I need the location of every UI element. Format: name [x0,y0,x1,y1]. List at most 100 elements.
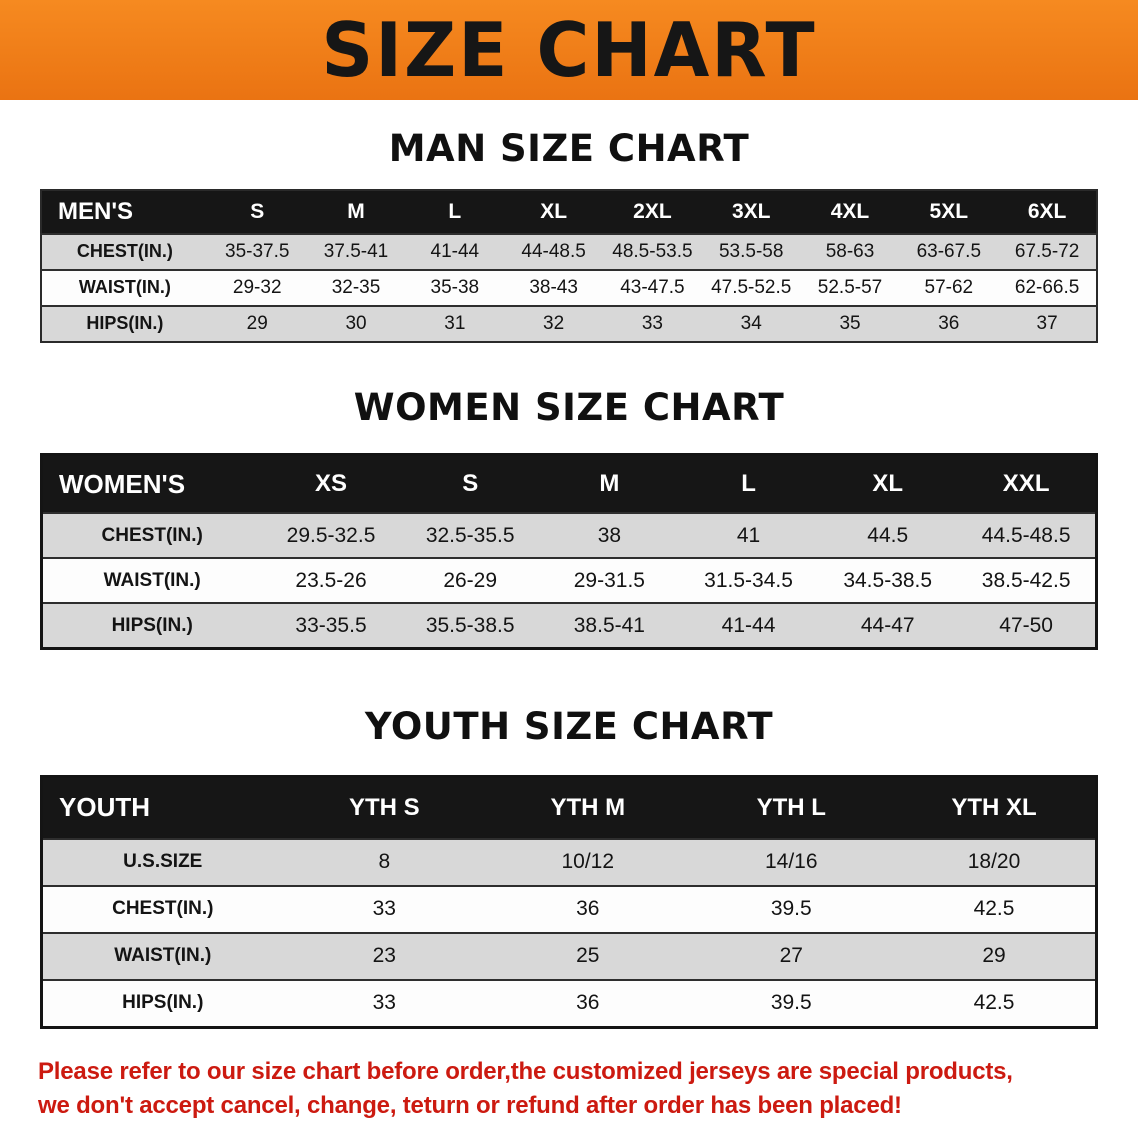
table-cell: 35-38 [430,276,480,298]
table-cell: 33 [641,312,663,334]
women-size-section: WOMEN SIZE CHART WOMEN'S XS S M L XL XXL CHEST(… [0,385,1138,651]
table-cell: 34 [740,312,762,334]
table-cell: 39.5 [770,897,812,921]
column-header: L [678,454,819,514]
table-cell: 31 [444,312,466,334]
table-cell: 30 [345,312,367,334]
row-label: CHEST(IN.) [112,898,214,920]
table-cell: 37 [1036,312,1058,334]
women-size-table: WOMEN'S XS S M L XL XXL CHEST(IN.) 29.5-32.5 32.5… [40,453,1098,651]
table-cell: 43-47.5 [620,276,685,298]
header-row: WOMEN'S XS S M L XL XXL [41,454,1097,514]
column-header: XL [818,454,958,514]
table-cell: 44-47 [860,613,915,637]
table-cell: 35-37.5 [225,240,290,262]
column-header: S [400,454,540,514]
column-header: YTH S [282,776,487,839]
header-row: MEN'S S M L XL 2XL 3XL 4XL 5XL 6XL [41,189,1097,234]
table-cell: 41-44 [430,240,480,262]
table-cell: 14/16 [764,850,818,874]
column-header: XXL [957,454,1097,514]
table-cell: 38-43 [529,276,578,298]
row-label: HIPS(IN.) [86,313,164,334]
men-size-table: MEN'S S M L XL 2XL 3XL 4XL 5XL 6XL CHEST(IN.) 35-37… [40,188,1098,343]
table-title-cell: YOUTH [41,776,283,839]
footer-note: Please refer to our size chart before or… [38,1055,1100,1125]
table-row: WAIST(IN.) 29-32 32-35 35-38 38-43 43-47.5 47.… [41,269,1097,306]
youth-size-section: YOUTH SIZE CHART YOUTH YTH S YTH M YTH L YTH… [0,706,1138,1029]
table-title-cell: WOMEN'S [41,454,262,514]
table-cell: 32-35 [331,276,381,298]
footer-note-line-2: we don't accept cancel, change, teturn o… [38,1092,902,1120]
table-cell: 39.5 [770,991,812,1015]
column-header: YTH L [689,776,893,839]
column-header: S [207,189,307,234]
table-cell: 31.5-34.5 [704,568,793,592]
table-row: CHEST(IN.) 35-37.5 37.5-41 41-44 44-48.5 48.5… [41,233,1097,270]
row-label: WAIST(IN.) [103,569,201,591]
column-header: YTH XL [893,776,1097,839]
table-row: HIPS(IN.) 29 30 31 32 33 34 35 36 37 [41,305,1097,342]
table-title-cell: MEN'S [41,189,208,234]
table-cell: 62-66.5 [1014,276,1080,298]
column-header: 3XL [701,189,801,234]
column-header: YTH M [486,776,690,839]
table-cell: 32.5-35.5 [425,523,515,547]
table-cell: 23 [372,944,396,968]
table-row: WAIST(IN.) 23 25 27 29 [41,932,1097,980]
footer-note-line-1: Please refer to our size chart before or… [38,1057,1013,1085]
table-cell: 29 [982,944,1006,968]
table-cell: 29-31.5 [573,568,645,592]
column-header: 5XL [899,189,999,234]
row-label: CHEST(IN.) [76,241,173,262]
table-cell: 8 [378,850,391,874]
table-cell: 47.5-52.5 [711,276,792,298]
table-cell: 47-50 [999,613,1053,637]
table-cell: 38.5-42.5 [981,568,1071,592]
column-header: 2XL [603,189,702,234]
column-header: XL [504,189,604,234]
table-cell: 37.5-41 [323,240,389,262]
column-header: 6XL [998,189,1097,234]
table-cell: 27 [779,944,803,968]
table-cell: 36 [576,991,600,1015]
table-row: CHEST(IN.) 29.5-32.5 32.5-35.5 38 41 44.5 44.5… [41,513,1097,559]
table-cell: 25 [576,944,600,968]
table-cell: 53.5-58 [718,240,784,262]
table-cell: 52.5-57 [817,276,883,298]
table-cell: 33 [372,991,396,1015]
row-label: WAIST(IN.) [114,945,212,967]
men-section-heading: MAN SIZE CHART [388,127,750,170]
table-cell: 29-32 [232,276,282,298]
table-cell: 33-35.5 [295,613,367,637]
header-row: YOUTH YTH S YTH M YTH L YTH XL [41,776,1097,839]
table-cell: 18/20 [967,850,1021,874]
table-cell: 57-62 [924,276,974,298]
table-row: HIPS(IN.) 33-35.5 35.5-38.5 38.5-41 41-44 44-… [41,603,1097,649]
table-cell: 42.5 [973,897,1015,921]
women-section-heading: WOMEN SIZE CHART [353,385,785,429]
table-cell: 26-29 [443,568,498,592]
table-cell: 44.5-48.5 [981,523,1071,547]
table-cell: 29 [246,312,268,334]
row-label: CHEST(IN.) [101,524,203,546]
row-label: HIPS(IN.) [122,992,204,1014]
table-row: U.S.SIZE 8 10/12 14/16 18/20 [41,838,1097,886]
men-size-section: MAN SIZE CHART MEN'S S M L XL 2XL 3XL 4XL 5XL 6XL… [0,127,1138,343]
table-cell: 67.5-72 [1014,240,1080,262]
table-cell: 10/12 [561,850,615,874]
table-cell: 44.5 [867,523,909,547]
table-cell: 38.5-41 [573,613,645,637]
column-header: M [539,454,679,514]
table-cell: 42.5 [973,991,1015,1015]
table-cell: 32 [543,312,565,334]
youth-size-table: YOUTH YTH S YTH M YTH L YTH XL U.S.SIZE 8 10/12… [40,774,1098,1029]
size-chart-banner: SIZE CHART [0,0,1138,100]
column-header: XS [261,454,401,514]
row-label: U.S.SIZE [123,851,203,873]
row-label: HIPS(IN.) [111,614,193,636]
table-row: WAIST(IN.) 23.5-26 26-29 29-31.5 31.5-34.5 34… [41,558,1097,604]
table-cell: 34.5-38.5 [843,568,933,592]
table-cell: 23.5-26 [295,568,367,592]
table-cell: 63-67.5 [916,240,982,262]
